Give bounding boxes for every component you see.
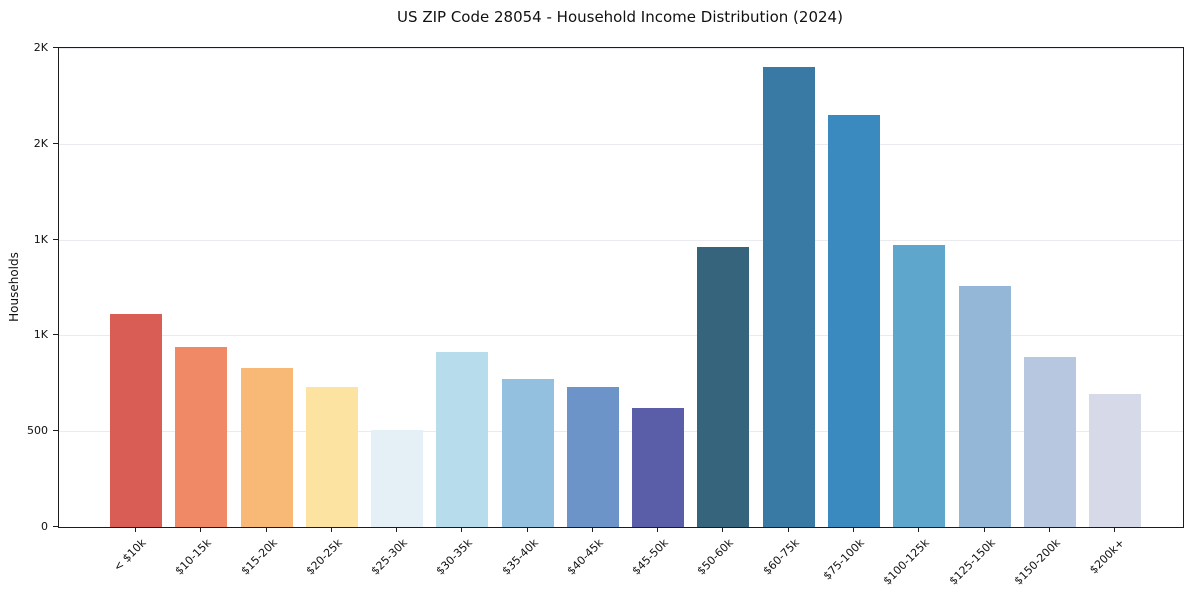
x-tick-mark (1049, 527, 1050, 532)
x-tick-mark (396, 527, 397, 532)
bar-9 (632, 408, 684, 527)
x-tick-label: $125-150k (946, 536, 998, 588)
x-tick-label: $25-30k (368, 536, 410, 578)
y-tick-label: 1K (33, 328, 48, 341)
y-tick-mark (53, 334, 58, 335)
x-tick-mark (984, 527, 985, 532)
gridline-2500 (59, 48, 1183, 49)
bar-5 (371, 430, 423, 527)
bar-10 (697, 247, 749, 527)
bar-3 (241, 368, 293, 527)
x-tick-mark (592, 527, 593, 532)
x-tick-label: $50-60k (694, 536, 736, 578)
gridline-1000 (59, 335, 1183, 336)
bar-14 (959, 286, 1011, 527)
x-tick-mark (527, 527, 528, 532)
x-tick-mark (1114, 527, 1115, 532)
bar-4 (306, 387, 358, 527)
bar-11 (763, 67, 815, 527)
bar-7 (502, 379, 554, 527)
x-tick-label: $35-40k (499, 536, 541, 578)
bar-15 (1024, 357, 1076, 527)
x-tick-label: $75-100k (820, 536, 867, 583)
y-axis-label: Households (7, 252, 21, 322)
x-tick-label: $150-200k (1011, 536, 1063, 588)
bar-8 (567, 387, 619, 527)
x-tick-label: $20-25k (303, 536, 345, 578)
gridline-1500 (59, 240, 1183, 241)
x-tick-mark (331, 527, 332, 532)
x-tick-mark (853, 527, 854, 532)
chart-title: US ZIP Code 28054 - Household Income Dis… (397, 8, 843, 26)
y-tick-label: 500 (27, 424, 48, 437)
gridline-500 (59, 431, 1183, 432)
x-tick-mark (918, 527, 919, 532)
y-tick-label: 2K (33, 41, 48, 54)
y-tick-label: 1K (33, 233, 48, 246)
y-tick-label: 2K (33, 137, 48, 150)
x-tick-mark (788, 527, 789, 532)
x-tick-mark (461, 527, 462, 532)
bar-13 (893, 245, 945, 527)
gridline-2000 (59, 144, 1183, 145)
x-tick-label: $60-75k (760, 536, 802, 578)
x-tick-label: $40-45k (564, 536, 606, 578)
y-tick-label: 0 (41, 520, 48, 533)
x-tick-label: $15-20k (238, 536, 280, 578)
x-tick-label: $30-35k (433, 536, 475, 578)
bar-6 (436, 352, 488, 527)
y-tick-mark (53, 430, 58, 431)
y-tick-mark (53, 239, 58, 240)
x-tick-mark (200, 527, 201, 532)
plot-area (58, 47, 1184, 528)
y-tick-mark (53, 143, 58, 144)
y-tick-mark (53, 526, 58, 527)
bar-12 (828, 115, 880, 527)
x-tick-label: $100-125k (880, 536, 932, 588)
x-tick-label: $10-15k (172, 536, 214, 578)
x-tick-mark (135, 527, 136, 532)
bar-16 (1089, 394, 1141, 527)
y-tick-mark (53, 47, 58, 48)
x-tick-label: $200k+ (1087, 536, 1128, 577)
x-tick-mark (266, 527, 267, 532)
x-tick-label: $45-50k (629, 536, 671, 578)
bar-2 (175, 347, 227, 527)
x-tick-label: < $10k (110, 536, 149, 574)
x-tick-mark (722, 527, 723, 532)
x-tick-mark (657, 527, 658, 532)
bar-1 (110, 314, 162, 527)
